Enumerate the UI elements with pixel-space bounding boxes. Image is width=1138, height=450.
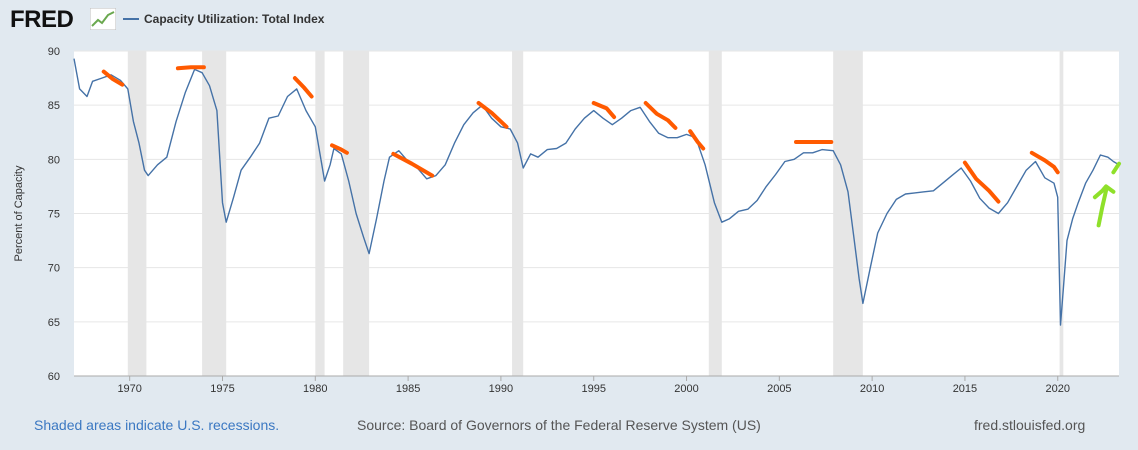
fred-logo[interactable]: FRED bbox=[10, 6, 74, 33]
y-tick-label: 80 bbox=[48, 154, 60, 166]
legend-label: Capacity Utilization: Total Index bbox=[144, 12, 325, 26]
x-tick-label: 1970 bbox=[117, 383, 141, 395]
x-tick-label: 1975 bbox=[210, 383, 234, 395]
y-tick-label: 70 bbox=[48, 263, 60, 275]
x-tick-label: 1985 bbox=[396, 383, 420, 395]
x-tick-label: 1980 bbox=[303, 383, 327, 395]
y-tick-label: 65 bbox=[48, 317, 60, 329]
annotation-stroke bbox=[1096, 188, 1108, 228]
annotation-stroke bbox=[391, 151, 435, 178]
annotation-stroke bbox=[330, 143, 349, 155]
annotation-stroke bbox=[1029, 150, 1060, 175]
annotation-stroke bbox=[292, 76, 314, 99]
annotation-stroke bbox=[1092, 184, 1116, 200]
legend-swatch bbox=[123, 18, 139, 20]
y-tick-label: 75 bbox=[48, 209, 60, 221]
y-axis-label: Percent of Capacity bbox=[13, 165, 25, 261]
chart-header: FRED Capacity Utilization: Total Index bbox=[0, 0, 1138, 40]
x-tick-label: 2020 bbox=[1046, 383, 1070, 395]
annotation-stroke bbox=[591, 101, 617, 120]
annotation-stroke bbox=[1111, 161, 1121, 175]
series-legend[interactable]: Capacity Utilization: Total Index bbox=[123, 12, 324, 26]
x-tick-label: 2000 bbox=[674, 383, 698, 395]
x-tick-label: 2010 bbox=[860, 383, 884, 395]
y-tick-label: 90 bbox=[48, 46, 60, 58]
annotation-stroke bbox=[643, 101, 678, 130]
annotation-stroke bbox=[962, 160, 1001, 204]
annotation-stroke bbox=[101, 69, 125, 87]
source-note: Source: Board of Governors of the Federa… bbox=[357, 417, 761, 433]
annotation-stroke bbox=[688, 129, 706, 151]
y-tick-label: 85 bbox=[48, 100, 60, 112]
series-line bbox=[73, 58, 1120, 326]
x-tick-label: 2005 bbox=[767, 383, 791, 395]
site-link[interactable]: fred.stlouisfed.org bbox=[974, 417, 1086, 433]
x-tick-label: 1990 bbox=[489, 383, 513, 395]
annotation-stroke bbox=[476, 101, 509, 129]
x-tick-label: 1995 bbox=[581, 383, 605, 395]
recession-note: Shaded areas indicate U.S. recessions. bbox=[34, 417, 280, 433]
x-tick-label: 2015 bbox=[953, 383, 977, 395]
line-chart-icon bbox=[90, 8, 116, 30]
annotation-stroke bbox=[175, 65, 206, 71]
line-chart: 60 65 70 75 80 85 90 1970 1975 1980 1985 1990 1995 20… bbox=[13, 46, 1121, 395]
y-tick-label: 60 bbox=[48, 371, 60, 383]
